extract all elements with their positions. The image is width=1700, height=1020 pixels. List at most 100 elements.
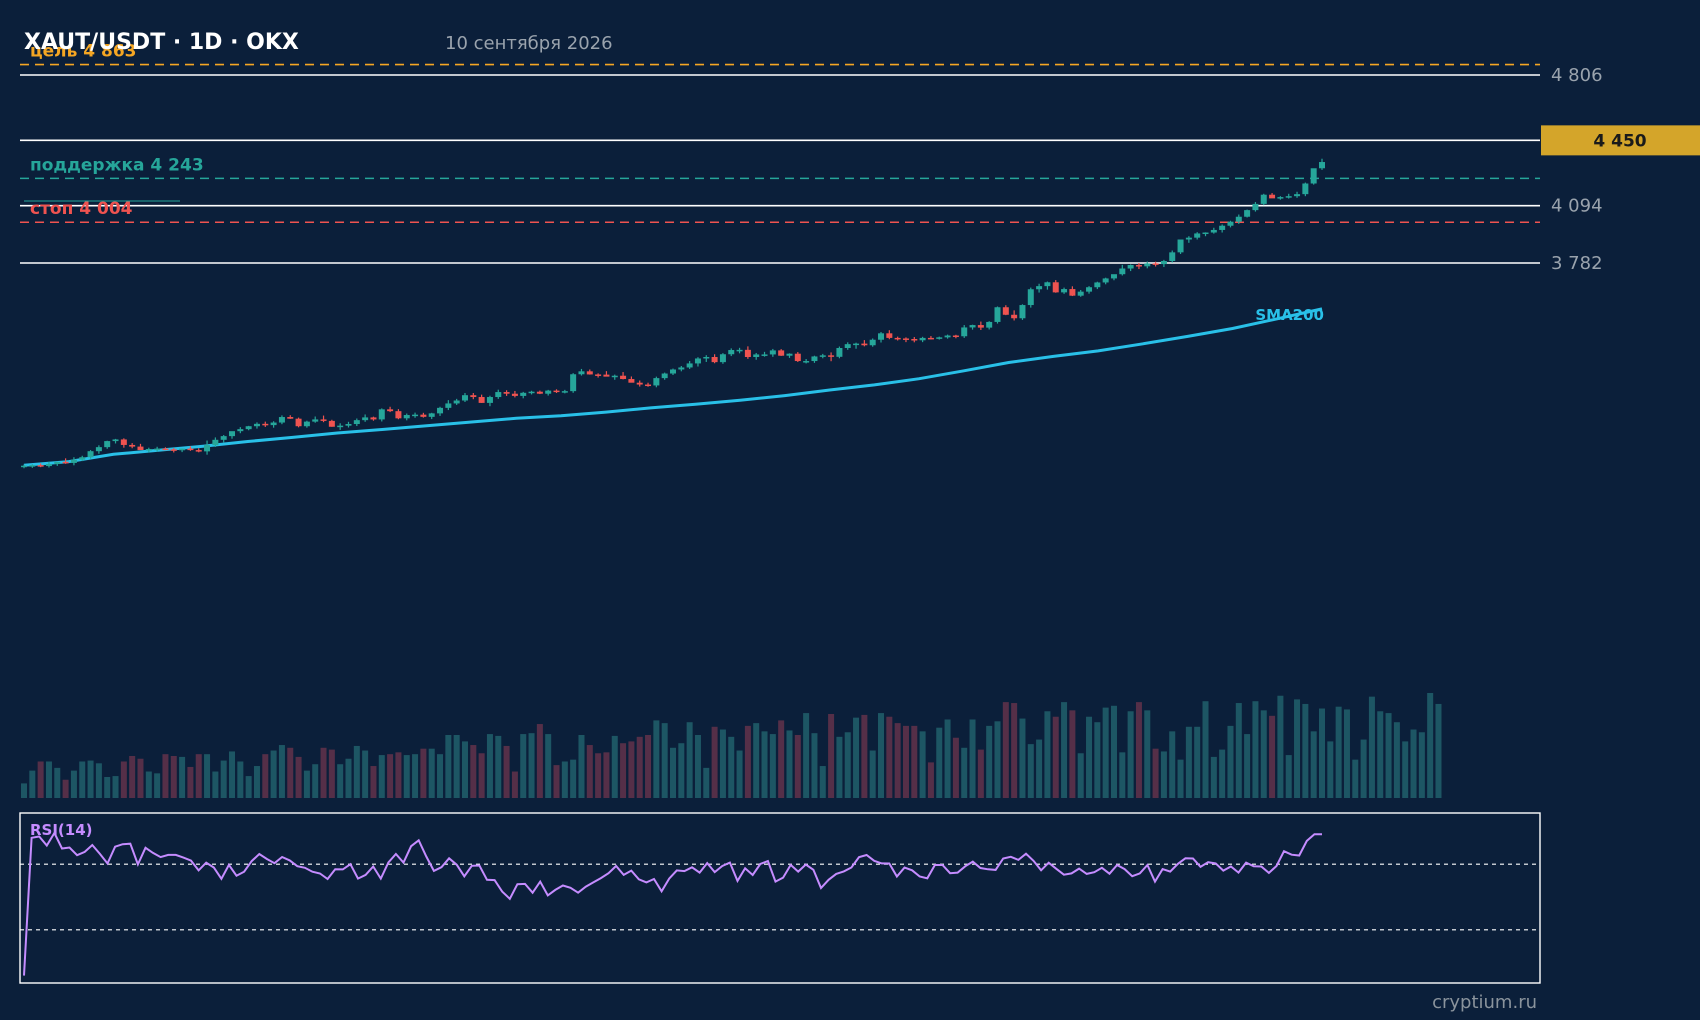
volume-bar bbox=[1177, 759, 1184, 798]
volume-bar bbox=[927, 762, 934, 798]
volume-bar bbox=[1110, 705, 1117, 798]
candle-body bbox=[819, 355, 826, 357]
volume-bar bbox=[661, 723, 668, 798]
volume-bar bbox=[478, 753, 485, 798]
volume-bar bbox=[95, 763, 102, 798]
volume-bar bbox=[645, 735, 652, 798]
candle-body bbox=[1160, 260, 1167, 265]
level-label-3: поддержка 4 243 bbox=[30, 155, 204, 175]
candle-body bbox=[620, 375, 627, 380]
candle-body bbox=[761, 354, 768, 356]
volume-bar bbox=[1227, 725, 1234, 798]
candle-body bbox=[961, 327, 968, 337]
sma-line bbox=[23, 307, 1323, 467]
volume-bar bbox=[611, 735, 618, 798]
candle-body bbox=[595, 374, 602, 376]
candle-body bbox=[803, 361, 810, 363]
volume-bar bbox=[45, 761, 52, 798]
candle-body bbox=[45, 464, 52, 467]
volume-bar bbox=[220, 760, 227, 798]
volume-bar bbox=[1152, 748, 1159, 798]
volume-bar bbox=[370, 766, 377, 798]
candle-body bbox=[744, 349, 751, 357]
candle-body bbox=[1036, 286, 1043, 290]
candle-body bbox=[1310, 168, 1317, 184]
volume-bar bbox=[828, 714, 835, 798]
volume-bar bbox=[511, 771, 518, 798]
candle-body bbox=[977, 325, 984, 328]
candle-body bbox=[461, 395, 468, 401]
candle-body bbox=[753, 354, 760, 357]
volume-bar bbox=[303, 770, 310, 798]
volume-bar bbox=[944, 719, 951, 798]
volume-bar bbox=[1102, 707, 1109, 798]
volume-bar bbox=[794, 735, 801, 798]
volume-bar bbox=[461, 741, 468, 798]
candle-body bbox=[120, 439, 127, 445]
volume-bar bbox=[969, 719, 976, 798]
candle-body bbox=[902, 338, 909, 340]
price-levels: цель 4 863 поддержка 4 243 стоп 4 004 bbox=[20, 42, 1540, 264]
volume-bar bbox=[154, 773, 161, 798]
volume-bar bbox=[87, 760, 94, 798]
candle-body bbox=[1202, 232, 1209, 235]
volume-bar bbox=[536, 724, 543, 798]
candle-body bbox=[370, 417, 377, 420]
candle-body bbox=[736, 349, 743, 352]
candle-body bbox=[703, 357, 710, 359]
candle-body bbox=[1235, 216, 1242, 222]
volume-bar bbox=[1235, 703, 1242, 798]
volume-bar bbox=[295, 756, 302, 798]
candle-body bbox=[1269, 194, 1276, 199]
volume-bar bbox=[495, 735, 502, 798]
candle-body bbox=[245, 426, 252, 430]
volume-bar bbox=[62, 779, 69, 798]
candle-body bbox=[437, 407, 444, 414]
volume-bar bbox=[1002, 702, 1009, 798]
volume-bar bbox=[1244, 734, 1251, 798]
volume-bar bbox=[836, 736, 843, 798]
candle-body bbox=[894, 337, 901, 340]
candle-body bbox=[1027, 289, 1034, 306]
volume-bar bbox=[1160, 751, 1167, 798]
candle-body bbox=[886, 333, 893, 338]
price-tick-1: 4 094 bbox=[1551, 196, 1603, 217]
candle-body bbox=[919, 337, 926, 341]
volume-bar bbox=[337, 764, 344, 798]
price-axis: 4 806 4 094 3 782 4 450 bbox=[1541, 65, 1700, 274]
volume-bar bbox=[37, 761, 44, 798]
price-tick-0: 4 806 bbox=[1551, 65, 1603, 86]
candle-body bbox=[1077, 291, 1084, 296]
candle-body bbox=[95, 447, 102, 452]
candle-body bbox=[353, 420, 360, 425]
candle-body bbox=[1285, 196, 1292, 198]
candle-body bbox=[952, 335, 959, 338]
candle-body bbox=[670, 369, 676, 374]
candle-body bbox=[553, 390, 560, 393]
candle-body bbox=[1110, 274, 1117, 279]
volume-bar bbox=[703, 767, 710, 798]
candle-body bbox=[1135, 265, 1142, 267]
volume-bar bbox=[728, 736, 735, 798]
volume-bar bbox=[470, 745, 477, 798]
candle-body bbox=[636, 382, 643, 385]
rsi-label: RSI(14) bbox=[30, 821, 93, 839]
volume-bar bbox=[162, 754, 169, 798]
candle-body bbox=[1144, 263, 1151, 267]
volume-bar bbox=[570, 759, 577, 798]
volume-bar bbox=[353, 745, 360, 798]
candle-body bbox=[29, 465, 36, 467]
candle-body bbox=[54, 461, 61, 465]
volume-bar bbox=[869, 750, 876, 798]
volume-bar bbox=[886, 716, 893, 798]
candle-body bbox=[586, 371, 593, 375]
candle-body bbox=[786, 353, 793, 356]
volume-bar bbox=[395, 752, 402, 798]
candle-body bbox=[195, 450, 202, 452]
candle-body bbox=[478, 397, 485, 403]
volume-bar bbox=[145, 771, 152, 798]
candle-body bbox=[387, 409, 394, 412]
volume-bar bbox=[112, 776, 119, 798]
watermark: cryptium.ru bbox=[1432, 992, 1537, 1013]
candle-body bbox=[445, 403, 452, 408]
